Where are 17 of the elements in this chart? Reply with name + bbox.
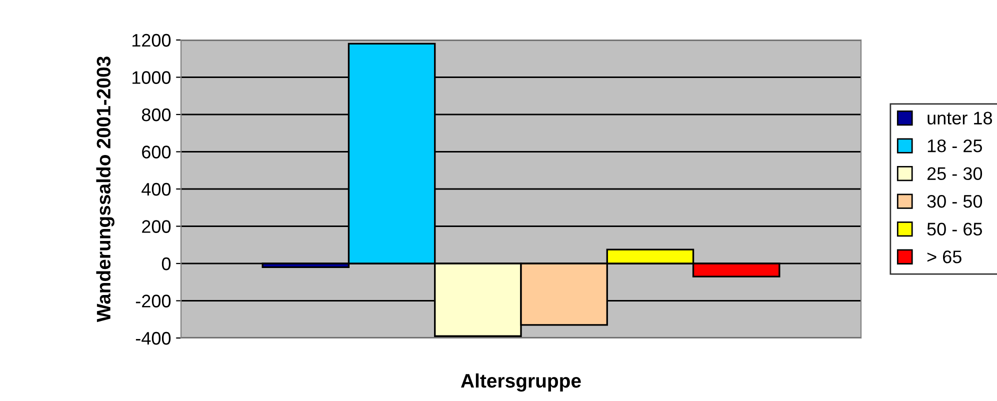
legend-label: > 65 (927, 250, 962, 264)
y-axis-title: Wanderungssaldo 2001-2003 (96, 56, 114, 322)
legend-label: 50 - 65 (927, 222, 982, 236)
y-tick-label: 1000 (132, 71, 171, 84)
x-axis-title: Altersgruppe (460, 373, 581, 392)
legend-label: 25 - 30 (927, 167, 982, 180)
y-tick-label: -400 (136, 332, 171, 345)
y-tick-label: 600 (142, 146, 171, 158)
legend-label: 18 - 25 (928, 139, 982, 152)
y-tick-label: 200 (142, 220, 171, 233)
y-tick-label: 800 (142, 108, 171, 122)
y-tick-label: 0 (162, 257, 171, 270)
legend-label: 30 - 50 (927, 194, 982, 208)
y-tick-label: -200 (136, 294, 171, 308)
legend-label: unter 18 (928, 112, 992, 124)
y-tick-label: 400 (142, 182, 171, 196)
y-tick-label: 1200 (132, 34, 171, 47)
